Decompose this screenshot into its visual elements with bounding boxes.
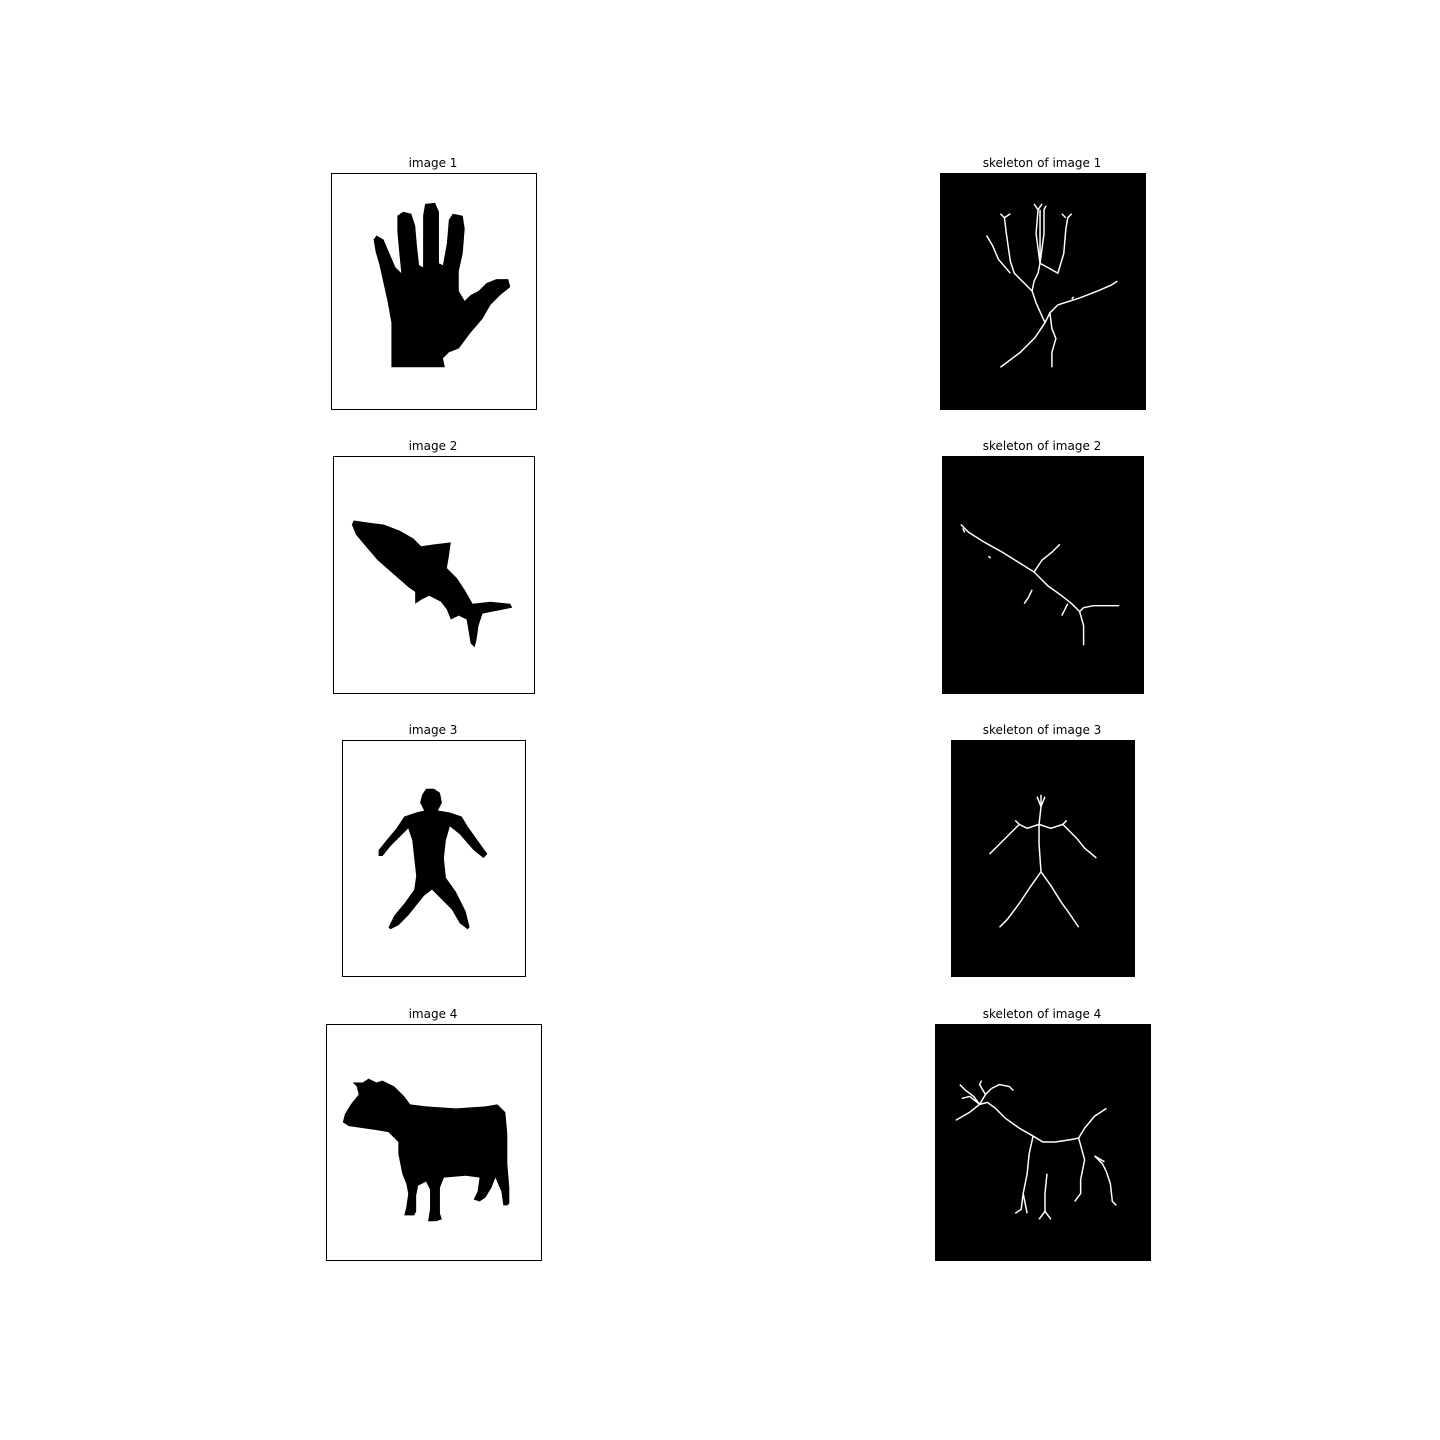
skeleton-2-panel <box>942 456 1144 694</box>
image-2-panel <box>333 456 535 694</box>
image-4-title: image 4 <box>408 1007 458 1021</box>
skeleton-3-panel <box>951 740 1135 977</box>
skeleton-2-title: skeleton of image 2 <box>982 439 1102 453</box>
skeleton-3-title: skeleton of image 3 <box>982 723 1102 737</box>
image-2-title: image 2 <box>408 439 458 453</box>
hand-silhouette <box>373 202 511 368</box>
image-1-title: image 1 <box>408 156 458 170</box>
image-1-panel <box>331 173 537 410</box>
person-skeleton <box>989 794 1097 928</box>
skeleton-4-title: skeleton of image 4 <box>982 1007 1102 1021</box>
skeleton-1-panel <box>940 173 1146 410</box>
image-3-title: image 3 <box>408 723 458 737</box>
skeleton-1-title: skeleton of image 1 <box>982 156 1102 170</box>
shark-skeleton <box>960 523 1120 646</box>
skeleton-4-panel <box>935 1024 1151 1261</box>
person-silhouette <box>378 788 488 930</box>
cow-silhouette <box>342 1078 510 1222</box>
cow-skeleton <box>955 1080 1117 1220</box>
image-3-panel <box>342 740 526 977</box>
image-4-panel <box>326 1024 542 1261</box>
shark-silhouette <box>351 520 513 648</box>
hand-skeleton <box>985 203 1118 368</box>
